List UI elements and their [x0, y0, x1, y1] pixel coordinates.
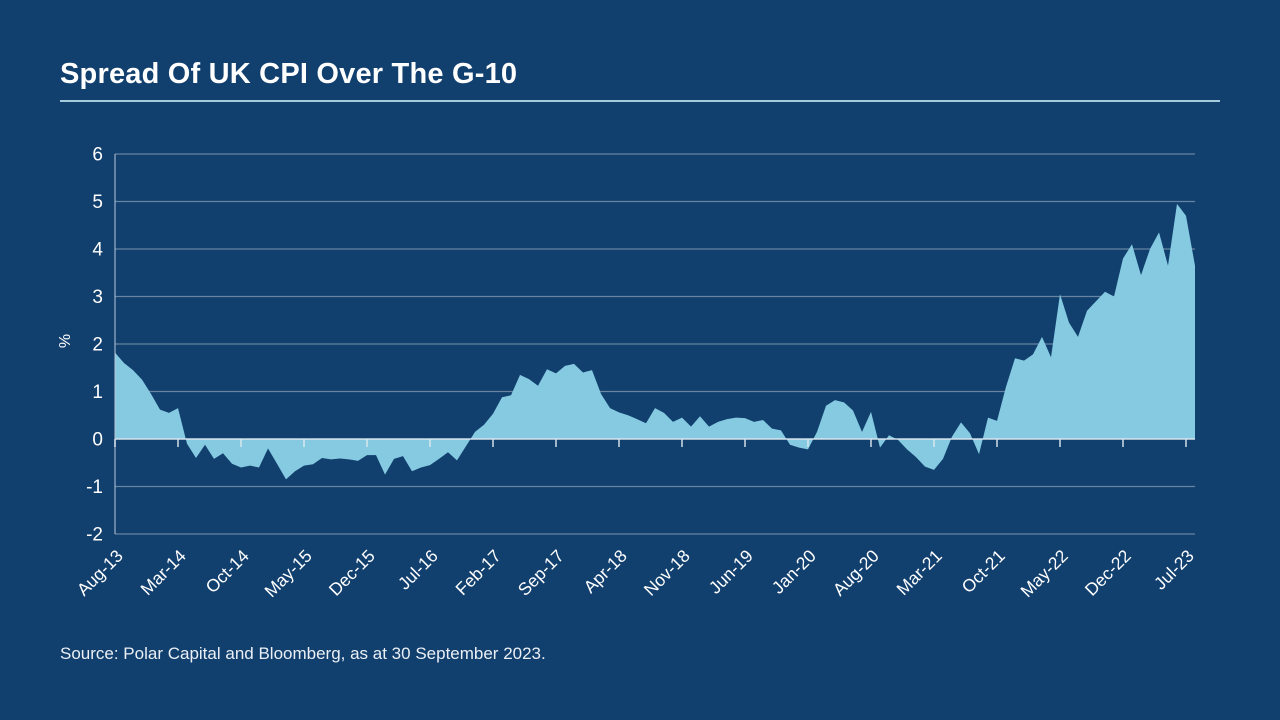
y-tick-label: 0 — [92, 430, 103, 451]
title-underline-rule — [60, 100, 1220, 102]
y-tick-label: 6 — [92, 145, 103, 166]
x-tick-label: Aug-20 — [829, 546, 883, 600]
x-tick-label: Oct-14 — [202, 546, 253, 597]
x-tick-label: Dec-22 — [1081, 546, 1135, 600]
x-tick-label: Feb-17 — [451, 546, 504, 599]
chart-title: Spread Of UK CPI Over The G-10 — [60, 58, 518, 90]
y-tick-label: 5 — [92, 192, 103, 213]
y-tick-label: 1 — [92, 382, 103, 403]
y-tick-label: 4 — [92, 240, 103, 261]
x-tick-label: May-15 — [260, 546, 315, 601]
y-tick-label: -2 — [86, 525, 103, 546]
x-tick-label: Jul-16 — [394, 546, 442, 594]
x-tick-label: Mar-14 — [136, 546, 190, 600]
y-tick-label: 3 — [92, 287, 103, 308]
x-tick-label: Mar-21 — [892, 546, 945, 599]
x-tick-label: Oct-21 — [958, 546, 1009, 597]
y-tick-label: -1 — [86, 477, 103, 498]
source-attribution: Source: Polar Capital and Bloomberg, as … — [60, 644, 546, 663]
x-tick-label: Jul-23 — [1150, 546, 1198, 594]
y-axis-unit-label: % — [57, 334, 74, 348]
x-tick-label: Dec-15 — [325, 546, 379, 600]
x-tick-label: Jan-20 — [768, 546, 820, 598]
x-tick-label: May-22 — [1016, 546, 1071, 601]
y-tick-label: 2 — [92, 335, 103, 356]
x-tick-label: Sep-17 — [514, 546, 568, 600]
x-tick-label: Nov-18 — [640, 546, 694, 600]
x-tick-label: Apr-18 — [580, 546, 631, 597]
cpi-spread-area — [115, 203, 1195, 480]
x-tick-label: Aug-13 — [73, 546, 127, 600]
x-tick-label: Jun-19 — [705, 546, 757, 598]
